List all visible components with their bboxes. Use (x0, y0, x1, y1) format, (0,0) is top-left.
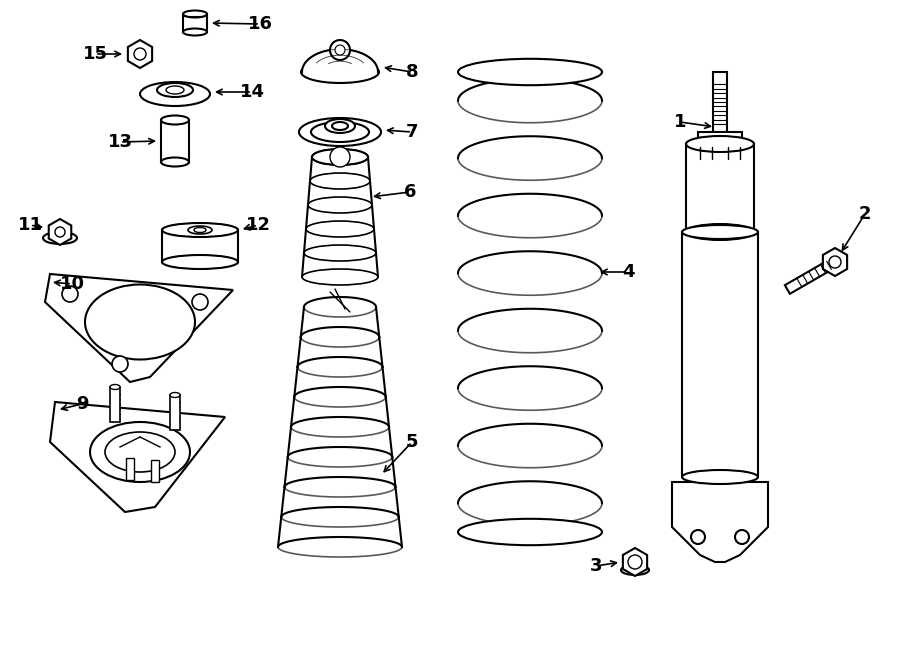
Circle shape (829, 256, 841, 268)
Bar (698, 132, 742, 144)
Polygon shape (623, 548, 647, 576)
Ellipse shape (183, 11, 207, 17)
Polygon shape (50, 402, 225, 512)
Text: 13: 13 (107, 133, 132, 151)
Circle shape (55, 227, 65, 237)
Ellipse shape (170, 393, 180, 397)
Text: 5: 5 (406, 433, 419, 451)
Ellipse shape (312, 149, 368, 165)
Ellipse shape (166, 86, 184, 94)
Ellipse shape (311, 122, 369, 142)
Ellipse shape (682, 470, 758, 484)
Text: 9: 9 (76, 395, 88, 413)
Circle shape (330, 40, 350, 60)
Ellipse shape (458, 59, 602, 85)
Bar (682, 232, 758, 477)
Bar (170, 395, 180, 430)
Polygon shape (49, 219, 71, 245)
Text: 10: 10 (59, 275, 85, 293)
Ellipse shape (621, 565, 649, 575)
Ellipse shape (299, 118, 381, 146)
Circle shape (628, 555, 642, 569)
Ellipse shape (157, 83, 193, 97)
Circle shape (192, 294, 208, 310)
Text: 1: 1 (674, 113, 686, 131)
Circle shape (62, 286, 78, 302)
Text: 2: 2 (859, 205, 871, 223)
Ellipse shape (183, 28, 207, 36)
Ellipse shape (162, 255, 238, 269)
Bar (161, 120, 189, 162)
Ellipse shape (162, 223, 238, 237)
Ellipse shape (105, 432, 175, 472)
Ellipse shape (306, 221, 374, 237)
Ellipse shape (90, 422, 190, 482)
Ellipse shape (43, 232, 77, 244)
Ellipse shape (194, 228, 206, 232)
Polygon shape (823, 248, 847, 276)
Bar (162, 230, 238, 262)
Ellipse shape (682, 225, 758, 239)
Polygon shape (128, 40, 152, 68)
Ellipse shape (686, 136, 754, 152)
Ellipse shape (312, 149, 368, 165)
Bar (110, 387, 120, 422)
Ellipse shape (310, 173, 370, 189)
Text: 6: 6 (404, 183, 417, 201)
Text: 8: 8 (406, 63, 419, 81)
Circle shape (335, 45, 345, 55)
Ellipse shape (161, 115, 189, 124)
Text: 11: 11 (17, 216, 42, 234)
Text: 15: 15 (83, 45, 107, 63)
Circle shape (112, 356, 128, 372)
Bar (151, 460, 159, 482)
Text: 14: 14 (239, 83, 265, 101)
Ellipse shape (686, 224, 754, 240)
Ellipse shape (140, 82, 210, 106)
Text: 16: 16 (248, 15, 273, 33)
Ellipse shape (308, 197, 372, 213)
Polygon shape (672, 482, 768, 562)
Ellipse shape (85, 285, 195, 359)
Ellipse shape (301, 61, 379, 83)
Ellipse shape (304, 245, 376, 261)
Circle shape (691, 530, 705, 544)
Circle shape (134, 48, 146, 60)
Ellipse shape (458, 519, 602, 545)
Circle shape (735, 530, 749, 544)
Bar (686, 144, 754, 232)
Bar (713, 72, 727, 132)
Text: 7: 7 (406, 123, 419, 141)
Text: 12: 12 (246, 216, 271, 234)
Ellipse shape (325, 119, 355, 133)
Bar (126, 458, 134, 480)
Polygon shape (785, 258, 838, 294)
Bar (183, 14, 207, 32)
Text: 4: 4 (622, 263, 634, 281)
Text: 3: 3 (590, 557, 602, 575)
Ellipse shape (332, 122, 348, 130)
Ellipse shape (188, 226, 212, 234)
Ellipse shape (302, 269, 378, 285)
Polygon shape (45, 274, 233, 382)
Circle shape (330, 147, 350, 167)
Ellipse shape (110, 385, 120, 389)
Ellipse shape (161, 158, 189, 167)
